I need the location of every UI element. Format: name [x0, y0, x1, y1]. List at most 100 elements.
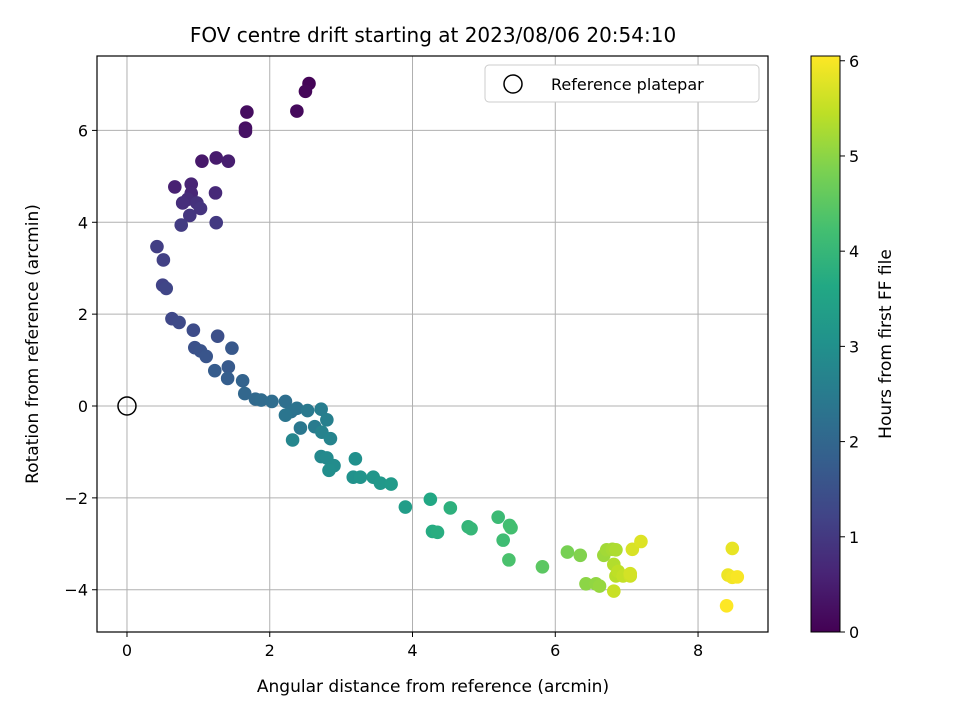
data-point — [560, 545, 575, 559]
data-point — [730, 570, 745, 584]
y-tick-label: 0 — [78, 397, 88, 416]
data-point — [607, 584, 621, 598]
data-point — [430, 525, 445, 540]
data-point — [609, 542, 623, 557]
data-point — [225, 341, 239, 355]
data-point — [293, 421, 308, 435]
x-axis-ticks: 0 2 4 6 8 — [122, 632, 703, 660]
data-point — [423, 492, 438, 507]
data-point — [353, 470, 368, 485]
data-point — [373, 476, 388, 490]
y-tick-label: −2 — [64, 489, 88, 508]
data-point — [348, 452, 363, 466]
data-point — [314, 402, 328, 417]
x-axis-label: Angular distance from reference (arcmin) — [257, 677, 609, 697]
data-point — [285, 433, 300, 447]
data-point — [725, 541, 740, 556]
data-point — [278, 408, 293, 422]
data-point — [159, 281, 174, 296]
data-point — [320, 412, 334, 427]
data-point — [150, 239, 164, 254]
data-point — [186, 323, 201, 338]
x-tick-label: 0 — [122, 641, 132, 660]
colorbar-tick-label: 2 — [849, 433, 859, 452]
data-point — [156, 253, 171, 267]
reference-marker — [117, 396, 137, 416]
data-point — [535, 559, 550, 574]
data-point — [265, 394, 279, 409]
data-point — [240, 105, 254, 119]
plot-frame — [96, 55, 769, 633]
data-point — [235, 373, 250, 388]
data-point — [579, 576, 593, 591]
data-point — [207, 363, 222, 378]
data-point — [237, 386, 252, 401]
data-point — [199, 349, 214, 364]
data-point — [182, 208, 197, 223]
data-point — [443, 501, 458, 515]
data-point — [208, 186, 223, 200]
colorbar-tick-label: 6 — [849, 52, 859, 71]
y-tick-label: 6 — [78, 121, 88, 140]
colorbar-tick-label: 3 — [849, 337, 859, 356]
colorbar-ticks: 0 1 2 3 4 5 6 — [840, 52, 859, 642]
data-point — [221, 360, 236, 374]
data-point — [168, 180, 182, 194]
data-point — [175, 196, 190, 210]
data-point — [193, 201, 208, 216]
data-point — [209, 215, 224, 230]
grid — [97, 56, 768, 632]
colorbar-tick-label: 1 — [849, 528, 859, 547]
legend-marker-reference — [503, 74, 523, 94]
data-point — [623, 566, 638, 581]
data-point — [491, 510, 505, 524]
legend: Reference platepar — [484, 64, 760, 103]
data-point — [298, 84, 313, 99]
data-points — [150, 76, 745, 613]
x-tick-label: 4 — [407, 641, 417, 660]
data-point — [290, 104, 304, 118]
data-point — [502, 553, 516, 567]
legend-label-reference: Reference platepar — [551, 75, 704, 94]
data-point — [278, 394, 293, 409]
data-point — [634, 534, 648, 549]
colorbar-label: Hours from first FF file — [876, 249, 896, 439]
data-point — [323, 431, 338, 446]
data-point — [174, 218, 189, 232]
data-point — [254, 393, 268, 407]
data-point — [300, 403, 315, 418]
data-point — [719, 599, 734, 613]
chart-title: FOV centre drift starting at 2023/08/06 … — [190, 23, 676, 47]
colorbar-tick-label: 5 — [849, 147, 859, 166]
colorbar-gradient — [810, 55, 841, 633]
data-point — [464, 521, 478, 536]
x-tick-label: 6 — [550, 641, 560, 660]
data-point — [209, 151, 224, 165]
y-axis-label: Rotation from reference (arcmin) — [23, 204, 43, 484]
y-tick-label: 2 — [78, 305, 88, 324]
data-point — [573, 548, 588, 563]
y-tick-label: −4 — [64, 581, 88, 600]
colorbar-tick-label: 0 — [849, 623, 859, 642]
data-point — [496, 533, 510, 547]
x-tick-label: 8 — [693, 641, 703, 660]
y-tick-label: 4 — [78, 213, 88, 232]
data-point — [238, 124, 253, 139]
data-point — [384, 477, 398, 491]
legend-box — [484, 64, 760, 103]
data-point — [322, 463, 336, 478]
data-point — [210, 329, 225, 343]
data-point — [398, 500, 413, 514]
x-tick-label: 2 — [265, 641, 275, 660]
colorbar-tick-label: 4 — [849, 242, 859, 261]
data-point — [220, 371, 235, 386]
data-point — [592, 579, 607, 593]
data-point — [172, 315, 186, 330]
colorbar: 0 1 2 3 4 5 6 Hours from first FF file — [810, 52, 896, 642]
data-point — [290, 401, 304, 416]
y-axis-ticks: −4 −2 0 2 4 6 — [64, 121, 97, 600]
data-point — [504, 520, 518, 535]
data-point — [195, 154, 209, 168]
data-point — [221, 154, 236, 168]
